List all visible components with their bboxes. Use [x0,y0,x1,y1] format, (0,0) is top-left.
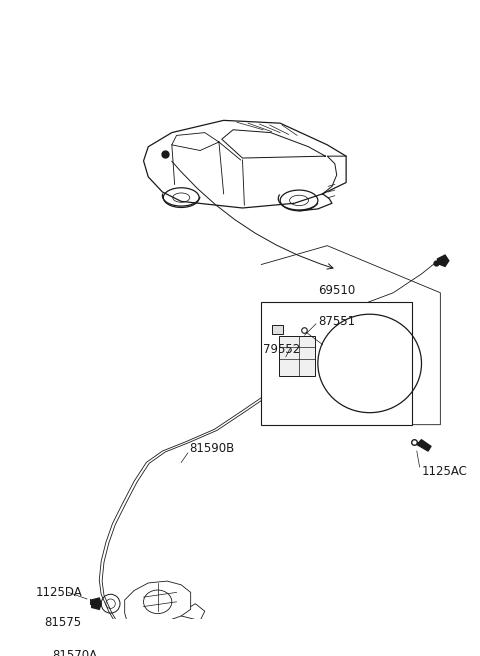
Text: 1125DA: 1125DA [35,586,82,599]
Bar [279,336,315,376]
Bar [261,302,412,424]
Text: 87551: 87551 [318,314,355,327]
Text: 79552: 79552 [263,343,300,356]
Bar [120,625,191,644]
Text: 69510: 69510 [318,285,355,297]
Text: 81575: 81575 [45,616,82,629]
Text: 1125AC: 1125AC [421,465,468,478]
Polygon shape [417,440,431,451]
Text: 81570A: 81570A [52,649,97,656]
Polygon shape [92,598,101,609]
Text: 81590B: 81590B [189,441,234,455]
Polygon shape [437,255,449,266]
Bar [272,325,283,335]
